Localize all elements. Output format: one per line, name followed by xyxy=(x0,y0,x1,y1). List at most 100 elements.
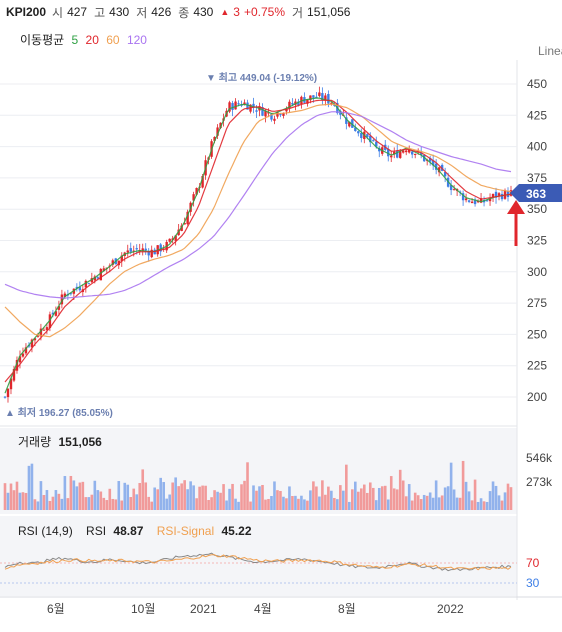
ma-5-line xyxy=(4,97,512,394)
volume-bar xyxy=(330,490,333,510)
candle-body xyxy=(243,102,246,105)
volume-bar xyxy=(503,492,507,510)
volume-bar xyxy=(21,492,25,510)
candle-body xyxy=(216,127,219,136)
candle-body xyxy=(75,286,79,289)
rsi-label: RSI xyxy=(86,524,106,538)
candle-body xyxy=(54,311,58,316)
volume-bar xyxy=(318,496,321,510)
rsi-signal-label: RSI-Signal xyxy=(157,524,214,538)
volume-bar xyxy=(255,490,258,510)
candle-body xyxy=(159,244,162,252)
volume-bar xyxy=(153,487,157,510)
candle-body xyxy=(491,194,495,198)
volume-bar xyxy=(413,492,417,510)
volume-bar xyxy=(261,484,264,510)
volume-bar xyxy=(120,500,124,510)
volume-bar xyxy=(123,482,127,510)
candle-body xyxy=(345,117,348,124)
rsi-level-70: 70 xyxy=(526,556,540,570)
volume-bar xyxy=(506,483,510,510)
candle-body xyxy=(270,113,273,120)
candle-body xyxy=(396,150,399,158)
candle-body xyxy=(96,277,100,279)
volume-bar xyxy=(443,487,447,510)
volume-bar xyxy=(234,498,237,510)
volume-bar xyxy=(455,497,459,510)
volume-bar xyxy=(479,498,483,510)
volume-bar xyxy=(464,481,468,510)
candle-body xyxy=(36,335,40,337)
volume-bar xyxy=(45,490,49,510)
candle-body xyxy=(192,194,195,201)
candle-body xyxy=(348,121,351,127)
volume-bar xyxy=(198,486,201,510)
volume-bar xyxy=(237,501,240,510)
volume-bar xyxy=(213,490,216,510)
candle-body xyxy=(366,134,369,138)
volume-bar xyxy=(144,482,148,510)
candle-body xyxy=(78,287,82,291)
volume-bar xyxy=(99,491,103,510)
volume-bar xyxy=(345,464,348,510)
close-label: 종 xyxy=(178,5,190,20)
candle-body xyxy=(87,283,91,285)
volume-bar xyxy=(258,486,261,510)
volume-bar xyxy=(336,499,339,510)
axis-unit-label: Linea xyxy=(538,44,562,58)
x-tick-2021: 2021 xyxy=(190,602,217,616)
volume-bar xyxy=(446,486,450,510)
volume-bar xyxy=(404,496,408,510)
volume-bar xyxy=(470,500,474,510)
candle-body xyxy=(321,93,324,101)
candle-body xyxy=(255,110,258,112)
candle-body xyxy=(117,260,120,266)
volume-bar xyxy=(440,495,444,510)
candle-body xyxy=(276,112,279,117)
price-gridlines xyxy=(0,83,517,398)
volume-title-value: 151,056 xyxy=(58,435,102,449)
volume-bar xyxy=(458,497,462,510)
x-tick-2022: 2022 xyxy=(437,602,464,616)
candle-body xyxy=(273,118,276,121)
rsi-lines xyxy=(4,552,512,572)
volume-bar xyxy=(204,485,207,510)
volume-bar xyxy=(342,490,345,510)
volume-bar xyxy=(431,497,435,510)
candle-body xyxy=(333,104,336,106)
candle-body xyxy=(351,119,354,128)
volume-bar xyxy=(96,490,100,510)
candle-body xyxy=(168,238,171,242)
volume-bar xyxy=(371,487,375,510)
candle-body xyxy=(183,222,186,225)
candle-body xyxy=(84,280,88,288)
volume-bar xyxy=(386,499,390,510)
volume-bar xyxy=(249,501,252,510)
volume-tick-273k: 273k xyxy=(526,475,553,489)
candle-body xyxy=(372,140,375,142)
candle-body xyxy=(443,171,447,177)
volume-bar xyxy=(309,490,312,510)
price-y-axis: 450 425 400 375 350 325 300 275 250 225 200 xyxy=(527,77,547,404)
volume-bar xyxy=(147,496,151,510)
candle-body xyxy=(405,150,408,153)
volume-bar xyxy=(279,490,282,510)
candle-body xyxy=(180,225,183,232)
candle-body xyxy=(461,193,465,201)
volume-bar xyxy=(3,483,7,510)
volume-bar xyxy=(12,490,16,510)
symbol-name: KPI200 xyxy=(6,5,47,19)
candle-body xyxy=(452,189,456,191)
volume-bar xyxy=(225,500,228,510)
volume-bar xyxy=(392,488,396,510)
change-arrow-icon: ▲ xyxy=(220,7,230,17)
candle-body xyxy=(195,187,198,195)
candle-body xyxy=(416,150,420,152)
y-tick-400: 400 xyxy=(527,140,547,154)
candle-body xyxy=(111,260,114,265)
volume-bar xyxy=(228,488,231,510)
candle-body xyxy=(231,103,234,110)
moving-average-legend[interactable]: 이동평균 5 20 60 120 xyxy=(20,31,151,48)
volume-bar xyxy=(183,480,186,510)
